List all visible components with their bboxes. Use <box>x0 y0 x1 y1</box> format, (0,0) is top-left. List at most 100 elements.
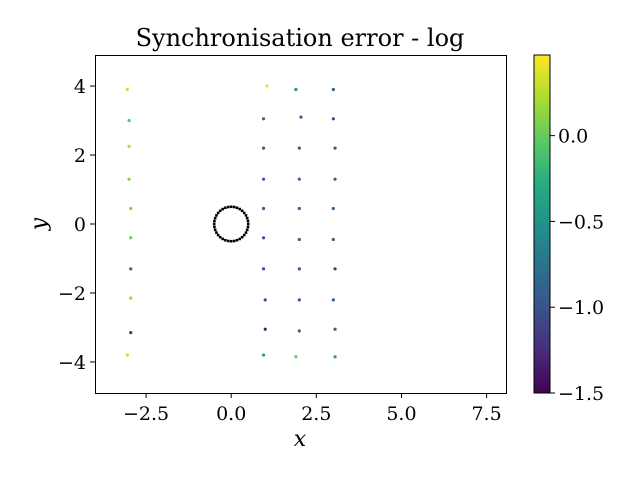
data-point <box>129 236 133 240</box>
circle-marker <box>226 239 230 243</box>
circle-marker <box>235 238 239 242</box>
data-point <box>129 331 133 335</box>
x-tick-label: 2.5 <box>301 403 331 425</box>
data-point <box>333 267 337 271</box>
y-tick-label: 0 <box>74 214 86 236</box>
circle-marker <box>235 206 239 210</box>
x-tick-label: 0.0 <box>216 403 246 425</box>
data-point <box>125 353 129 357</box>
circle-marker <box>229 239 233 243</box>
data-point <box>297 298 301 302</box>
circle-marker <box>245 228 249 232</box>
data-point <box>297 267 301 271</box>
data-point <box>294 355 298 359</box>
y-tick-label: 4 <box>74 76 86 98</box>
data-point <box>331 298 335 302</box>
circle-marker <box>224 206 227 210</box>
circle-marker <box>238 237 242 241</box>
x-axis-label: x <box>294 427 307 452</box>
y-tick-label: −2 <box>58 283 86 305</box>
circle-marker <box>242 233 246 237</box>
colorbar-tick-label: 0.0 <box>558 126 588 148</box>
circle-marker <box>245 216 249 220</box>
data-point <box>261 146 266 150</box>
circle-marker <box>244 214 248 217</box>
data-point <box>263 327 267 331</box>
circle-marker <box>232 239 236 243</box>
y-axis-label: y <box>27 217 52 231</box>
circle-marker <box>246 225 250 229</box>
data-point <box>261 353 266 357</box>
circle-marker <box>213 216 217 220</box>
data-point <box>129 267 133 271</box>
data-point <box>294 87 298 92</box>
circle-marker <box>242 211 246 215</box>
circle-marker <box>215 231 218 234</box>
circle-marker <box>246 222 250 226</box>
plot-points <box>125 84 337 359</box>
circle-marker <box>213 225 216 229</box>
x-tick-label: 5.0 <box>386 403 416 425</box>
plot-frame <box>95 55 507 394</box>
data-point <box>261 177 266 181</box>
data-point <box>127 177 131 181</box>
colorbar <box>533 54 551 394</box>
y-tick-label: −4 <box>58 352 86 374</box>
circle-marker <box>213 219 216 223</box>
data-point <box>333 355 337 359</box>
circle-marker <box>218 235 222 239</box>
data-point <box>129 206 133 211</box>
circle-marker <box>244 231 248 234</box>
data-point <box>127 118 131 123</box>
circle-marker <box>212 222 216 226</box>
circle-marker <box>216 211 220 215</box>
colorbar-tick-label: −0.5 <box>558 211 604 233</box>
data-point <box>261 117 266 121</box>
circle-marker <box>216 233 220 237</box>
colorbar-tick-label: −1.0 <box>558 297 604 319</box>
data-point <box>125 87 129 92</box>
data-point <box>297 177 301 181</box>
circle-marker <box>238 207 242 211</box>
colorbar-tick-label: −1.5 <box>558 383 604 405</box>
data-point <box>331 117 335 121</box>
data-point <box>263 298 267 302</box>
circle-marker <box>221 207 224 211</box>
x-tick-label: 7.5 <box>471 403 501 425</box>
y-tick-label: 2 <box>74 145 86 167</box>
data-point <box>297 206 301 211</box>
data-point <box>331 206 335 211</box>
data-point <box>331 237 335 242</box>
data-point <box>333 327 337 331</box>
data-point <box>331 87 335 92</box>
data-point <box>261 267 266 271</box>
circle-marker <box>246 219 250 223</box>
data-point <box>297 237 301 242</box>
circle-marker <box>215 214 218 217</box>
circle-marker <box>218 209 222 213</box>
data-point <box>261 236 266 240</box>
colorbar-axis: 0.0 −0.5 −1.0 −1.5 <box>550 126 604 405</box>
x-tick-label: −2.5 <box>123 403 169 425</box>
circle-marker <box>229 205 233 209</box>
circle-marker <box>213 228 217 232</box>
circle-marker <box>226 205 230 209</box>
data-point <box>261 206 266 211</box>
data-point <box>333 146 337 150</box>
data-point <box>333 177 337 181</box>
data-point <box>129 296 133 300</box>
data-point <box>299 115 303 119</box>
chart-title: Synchronisation error - log <box>136 24 465 52</box>
circle-markers <box>212 205 250 243</box>
data-point <box>297 329 301 333</box>
y-axis: −4 −2 0 2 4 <box>58 76 95 374</box>
x-axis: −2.5 0.0 2.5 5.0 7.5 <box>123 393 502 425</box>
circle-marker <box>240 209 244 213</box>
circle-marker <box>240 235 244 239</box>
data-point <box>297 146 301 150</box>
circle-marker <box>221 237 224 241</box>
circle-marker <box>224 238 227 242</box>
circle-marker <box>232 205 236 209</box>
data-point <box>127 144 131 148</box>
